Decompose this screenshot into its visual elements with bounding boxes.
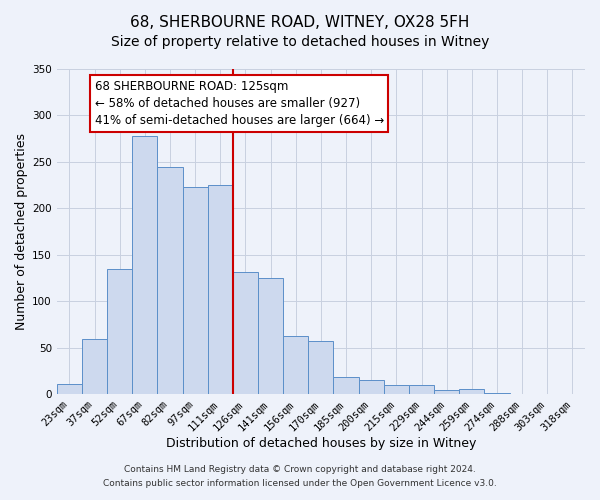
Bar bbox=[434, 390, 459, 394]
Text: Contains HM Land Registry data © Crown copyright and database right 2024.
Contai: Contains HM Land Registry data © Crown c… bbox=[103, 466, 497, 487]
Y-axis label: Number of detached properties: Number of detached properties bbox=[15, 133, 28, 330]
Bar bbox=[334, 376, 359, 394]
Bar bbox=[283, 336, 308, 394]
Bar bbox=[308, 342, 334, 394]
Bar bbox=[57, 384, 82, 394]
Bar bbox=[107, 269, 132, 394]
Bar bbox=[409, 385, 434, 394]
Bar bbox=[182, 187, 208, 394]
Bar bbox=[82, 338, 107, 394]
Bar bbox=[459, 389, 484, 394]
Text: Size of property relative to detached houses in Witney: Size of property relative to detached ho… bbox=[111, 35, 489, 49]
Bar bbox=[384, 385, 409, 394]
Bar bbox=[208, 185, 233, 394]
Bar bbox=[233, 272, 258, 394]
Bar bbox=[359, 380, 384, 394]
Text: 68 SHERBOURNE ROAD: 125sqm
← 58% of detached houses are smaller (927)
41% of sem: 68 SHERBOURNE ROAD: 125sqm ← 58% of deta… bbox=[95, 80, 384, 127]
Bar bbox=[258, 278, 283, 394]
Bar bbox=[157, 166, 182, 394]
X-axis label: Distribution of detached houses by size in Witney: Distribution of detached houses by size … bbox=[166, 437, 476, 450]
Text: 68, SHERBOURNE ROAD, WITNEY, OX28 5FH: 68, SHERBOURNE ROAD, WITNEY, OX28 5FH bbox=[130, 15, 470, 30]
Bar bbox=[132, 136, 157, 394]
